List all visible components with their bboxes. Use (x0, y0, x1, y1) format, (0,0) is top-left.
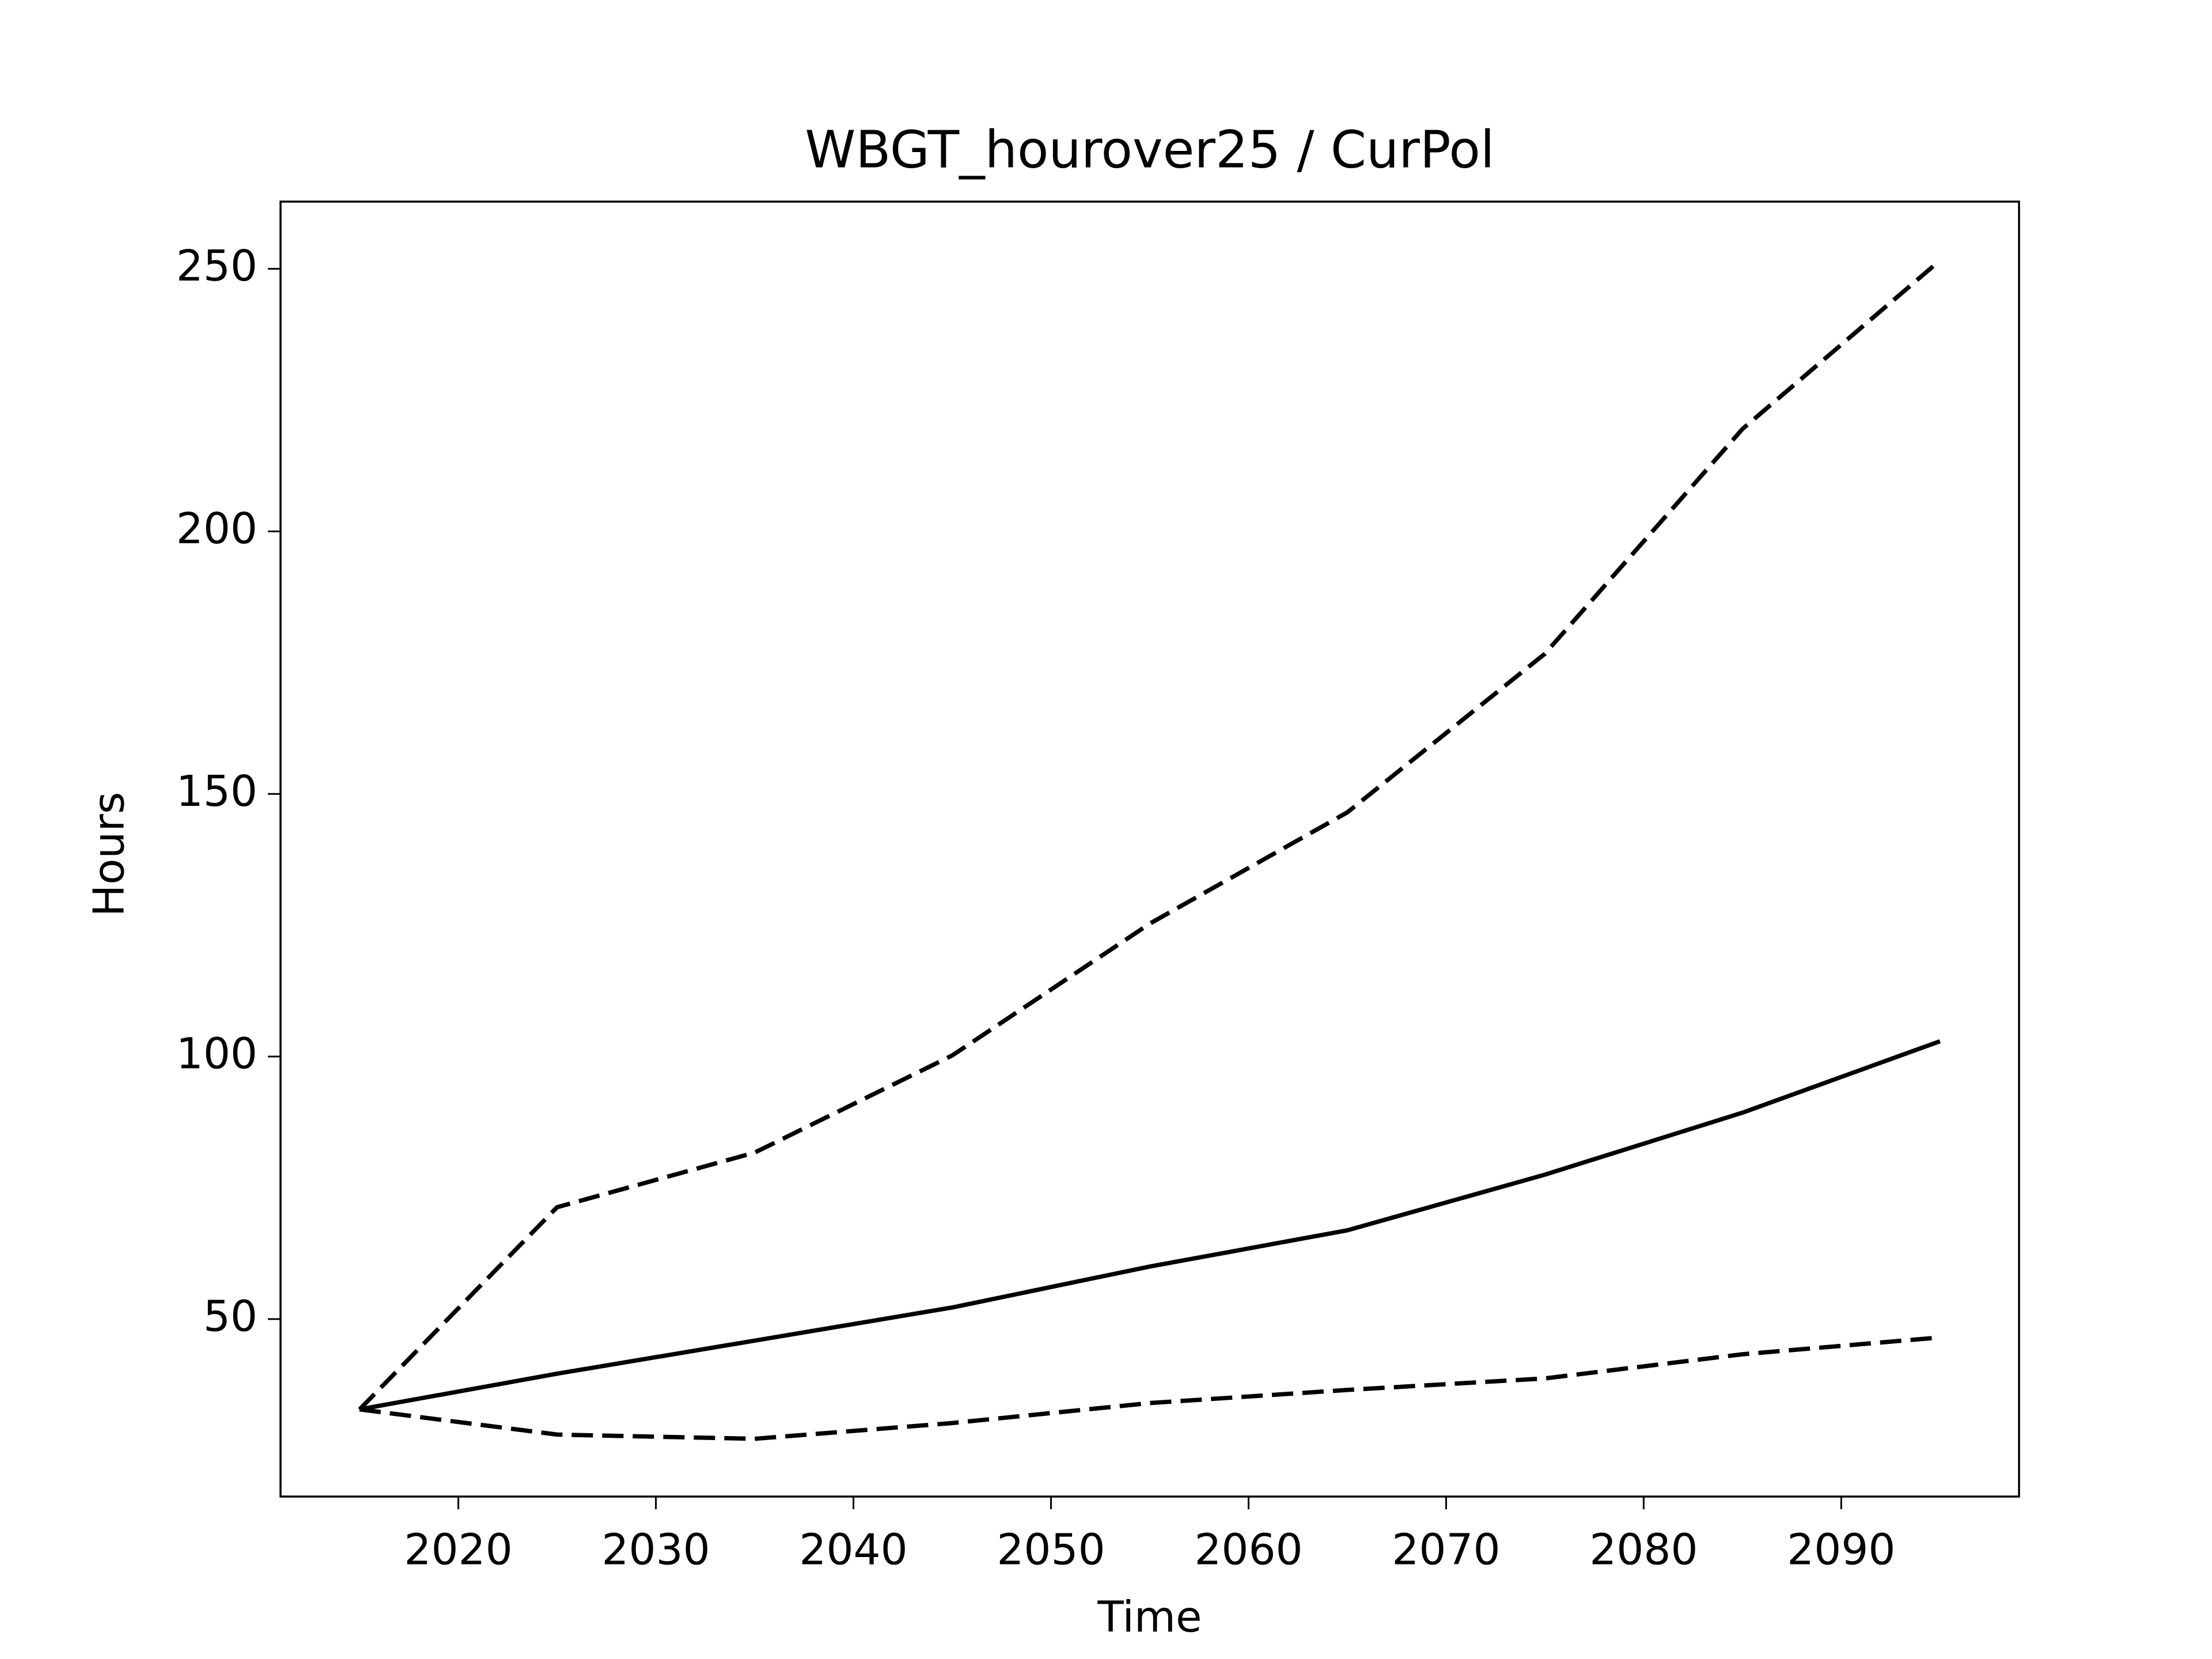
x-tick-label: 2040 (799, 1525, 907, 1575)
series-line (358, 259, 1942, 1411)
y-tick-label: 150 (176, 767, 257, 816)
x-tick-label: 2060 (1194, 1525, 1302, 1575)
x-tick-label: 2020 (404, 1525, 512, 1575)
y-axis-label: Hours (85, 792, 134, 917)
y-tick-label: 250 (176, 241, 257, 291)
x-tick-label: 2070 (1392, 1525, 1500, 1575)
x-tick-label: 2080 (1589, 1525, 1698, 1575)
y-tick-label: 100 (176, 1029, 257, 1079)
series-line (359, 1335, 1941, 1441)
x-axis-label: Time (1097, 1593, 1202, 1642)
y-tick-label: 200 (176, 504, 257, 554)
x-tick-label: 2030 (601, 1525, 710, 1575)
series-line (359, 1039, 1941, 1412)
x-tick-label: 2090 (1787, 1525, 1895, 1575)
plot-frame (279, 200, 2020, 1498)
x-tick-label: 2050 (997, 1525, 1105, 1575)
chart-title: WBGT_hourover25 / CurPol (805, 119, 1494, 179)
y-tick-label: 50 (203, 1291, 257, 1341)
